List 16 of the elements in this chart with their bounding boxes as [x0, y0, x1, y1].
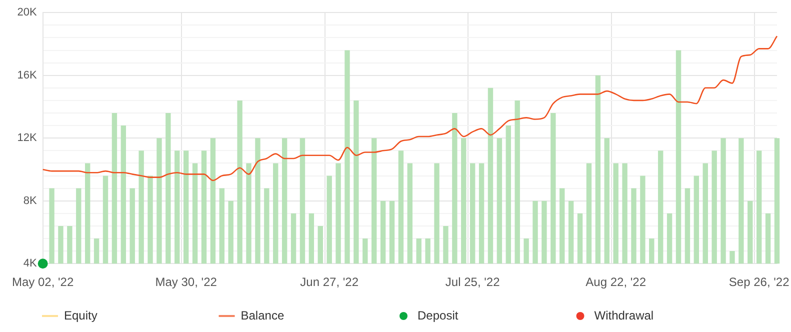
x-tick-label: Sep 26, '22 — [728, 275, 790, 290]
legend-label: Balance — [240, 308, 284, 322]
y-tick-label: 8K — [23, 194, 38, 207]
legend-label: Deposit — [418, 308, 459, 322]
x-tick-label: Jun 27, '22 — [300, 275, 359, 290]
y-tick-label: 12K — [17, 132, 38, 144]
legend-label: Withdrawal — [594, 308, 654, 322]
x-tick-label: Jul 25, '22 — [445, 275, 500, 290]
y-tick-label: 16K — [17, 69, 38, 82]
line-series — [42, 35, 778, 182]
x-tick-label: May 30, '22 — [155, 275, 218, 290]
x-tick-label: Aug 22, '22 — [586, 275, 646, 290]
legend-label: Equity — [64, 308, 98, 322]
x-tick-label: May 02, '22 — [12, 275, 74, 290]
y-tick-label: 4K — [23, 258, 38, 270]
y-tick-label: 20K — [17, 6, 38, 19]
